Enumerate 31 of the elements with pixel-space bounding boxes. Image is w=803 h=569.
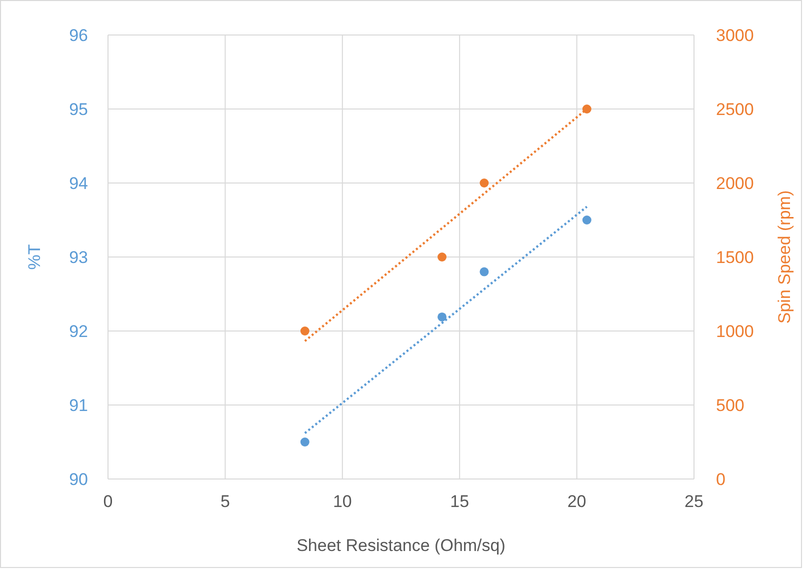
point	[480, 178, 489, 188]
x-tick-label: 25	[684, 492, 704, 511]
x-tick-label: 15	[450, 492, 470, 511]
x-tick-label: 20	[567, 492, 586, 511]
y2-tick-label: 3000	[716, 26, 754, 45]
point	[582, 216, 592, 224]
point	[300, 326, 310, 336]
y-tick-label: 91	[69, 396, 88, 415]
point	[300, 438, 310, 446]
y-tick-label: 90	[69, 470, 88, 489]
y2-tick-label: 500	[716, 396, 744, 415]
x-axis-title: Sheet Resistance (Ohm/sq)	[296, 536, 506, 555]
point	[480, 267, 489, 276]
x-tick-label: 5	[220, 492, 230, 511]
y-tick-label: 95	[69, 100, 88, 119]
y2-axis-title: Spin Speed (rpm)	[775, 190, 794, 324]
x-tick-label: 10	[332, 492, 352, 511]
point	[582, 104, 592, 114]
y2-tick-label: 0	[716, 470, 726, 489]
x-tick-label: 0	[103, 492, 113, 511]
y-tick-label: 96	[69, 26, 88, 45]
y-tick-label: 94	[69, 174, 88, 193]
point	[438, 312, 447, 322]
y-tick-label: 92	[69, 322, 88, 341]
y2-tick-label: 1500	[716, 248, 754, 267]
point	[438, 252, 447, 262]
y-tick-label: 93	[69, 248, 88, 267]
y2-tick-label: 2500	[716, 100, 754, 119]
y-axis-title: %T	[25, 244, 44, 270]
y2-tick-label: 2000	[716, 174, 754, 193]
y2-tick-label: 1000	[716, 322, 754, 341]
